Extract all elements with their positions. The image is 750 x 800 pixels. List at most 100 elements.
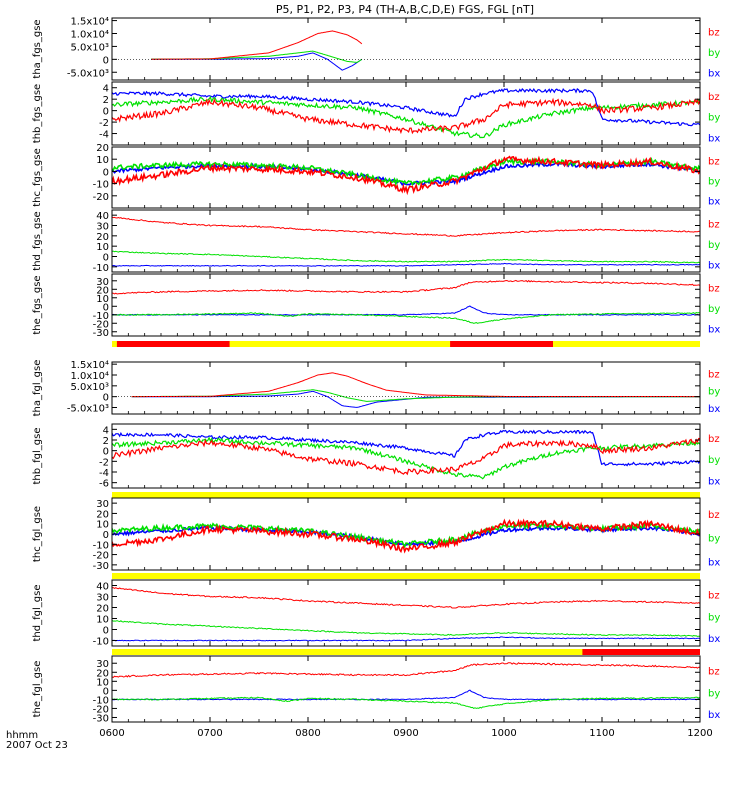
y-tick-label: 40	[96, 211, 109, 222]
y-tick-label: -20	[93, 704, 109, 715]
series-bz-line	[112, 437, 700, 476]
y-tick-label: 0	[103, 302, 109, 313]
y-axis-label: thb_fgl_gse	[32, 428, 43, 485]
legend-by: by	[708, 612, 720, 623]
y-axis-label: tha_fgl_gse	[32, 360, 43, 417]
series-bz-line	[112, 662, 700, 678]
legend-by: by	[708, 387, 720, 398]
y-tick-label: -20	[93, 551, 109, 562]
series-bz-line	[112, 279, 700, 295]
y-tick-label: 0	[103, 447, 109, 458]
legend-bx: bx	[708, 325, 720, 336]
y-tick-label: 2	[103, 436, 109, 447]
y-tick-label: 0	[103, 686, 109, 697]
y-tick-label: 5.0x10³	[70, 382, 109, 393]
y-tick-label: 10	[96, 242, 109, 253]
x-tick-label: 0900	[393, 728, 418, 739]
series-by-line	[112, 436, 700, 480]
panel-frame	[111, 497, 701, 571]
y-tick-label: -10	[93, 263, 109, 274]
legend-by: by	[708, 304, 720, 315]
legend-by: by	[708, 455, 720, 466]
y-tick-label: 5.0x10³	[70, 42, 109, 53]
y-tick-label: 10	[96, 155, 109, 166]
y-tick-label: -5.0x10³	[67, 68, 109, 79]
series-bz-line	[112, 155, 700, 196]
legend-bx: bx	[708, 69, 720, 80]
footer-hhmm: hhmm	[6, 730, 38, 741]
y-axis-label: thc_fgl_gse	[32, 506, 43, 562]
y-tick-label: 30	[96, 659, 109, 670]
state-bar-yellow	[112, 341, 700, 347]
series-by-line	[112, 312, 700, 324]
x-tick-label: 0600	[99, 728, 124, 739]
legend-by: by	[708, 534, 720, 545]
y-tick-label: 20	[96, 509, 109, 520]
y-tick-label: 30	[96, 593, 109, 604]
y-tick-label: 10	[96, 520, 109, 531]
y-tick-label: 0	[103, 393, 109, 404]
y-axis-label: thd_fgl_gse	[32, 585, 43, 642]
state-bar-red	[582, 649, 700, 655]
series-bz-line	[131, 372, 700, 398]
legend-by: by	[708, 688, 720, 699]
y-tick-label: 1.5x10⁴	[70, 360, 109, 371]
y-tick-label: 30	[96, 277, 109, 288]
y-tick-label: 1.5x10⁴	[70, 17, 109, 28]
y-tick-label: 10	[96, 615, 109, 626]
state-bar-red	[450, 341, 553, 347]
y-tick-label: -10	[93, 695, 109, 706]
y-tick-label: 1.0x10⁴	[70, 30, 109, 41]
series-bz-line	[112, 587, 700, 609]
series-by-line	[112, 250, 700, 264]
series-bx-line	[112, 689, 700, 701]
chart-title: P5, P1, P2, P3, P4 (TH-A,B,C,D,E) FGS, F…	[276, 3, 534, 16]
series-bx-line	[112, 305, 700, 316]
y-tick-label: -4	[99, 468, 109, 479]
panel-frame	[111, 81, 701, 146]
y-tick-label: -30	[93, 561, 109, 572]
y-tick-label: -4	[99, 130, 109, 141]
panel-frame	[111, 209, 701, 273]
y-tick-label: 0	[103, 107, 109, 118]
legend-by: by	[708, 177, 720, 188]
legend-bz: bz	[708, 434, 720, 445]
y-tick-label: 0	[103, 626, 109, 637]
y-tick-label: 20	[96, 232, 109, 243]
y-tick-label: -20	[93, 192, 109, 203]
y-tick-label: 10	[96, 294, 109, 305]
y-tick-label: -10	[93, 637, 109, 648]
state-bar-yellow	[112, 492, 700, 498]
y-tick-label: 1.0x10⁴	[70, 371, 109, 382]
legend-bx: bx	[708, 404, 720, 415]
series-by-line	[112, 696, 700, 709]
y-tick-label: 30	[96, 499, 109, 510]
y-tick-label: -6	[99, 479, 109, 490]
legend-bz: bz	[708, 369, 720, 380]
y-tick-label: 20	[96, 604, 109, 615]
series-by-line	[112, 156, 700, 187]
legend-bz: bz	[708, 220, 720, 231]
legend-bx: bx	[708, 476, 720, 487]
legend-by: by	[708, 48, 720, 59]
y-axis-label: thd_fgs_gse	[32, 211, 43, 270]
y-tick-label: 4	[103, 425, 109, 436]
legend-bx: bx	[708, 197, 720, 208]
legend-by: by	[708, 113, 720, 124]
y-tick-label: 40	[96, 582, 109, 593]
y-tick-label: 10	[96, 677, 109, 688]
y-tick-label: 0	[103, 530, 109, 541]
series-bx-line	[112, 429, 700, 467]
y-axis-label: tha_fgs_gse	[32, 19, 43, 78]
panel-frame	[111, 17, 701, 81]
panel-frame	[111, 423, 701, 489]
y-tick-label: 0	[103, 55, 109, 66]
legend-bz: bz	[708, 510, 720, 521]
y-tick-label: -30	[93, 328, 109, 339]
y-tick-label: 4	[103, 84, 109, 95]
series-by-line	[112, 620, 700, 637]
